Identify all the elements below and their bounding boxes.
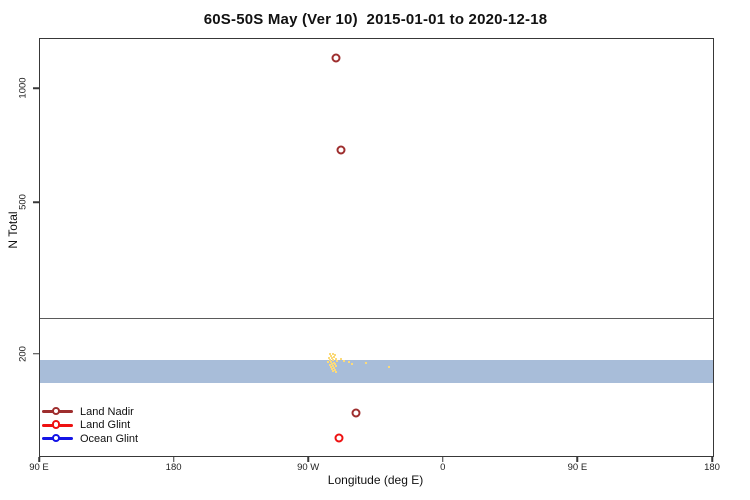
y-axis-title: N Total [6, 211, 20, 249]
land-nadir-point [336, 145, 346, 155]
ocean-glint-marker-icon [42, 433, 73, 444]
legend-item-ocean-glint: Ocean Glint [42, 432, 138, 446]
land-nadir-point [331, 53, 341, 63]
chart-title: 60S-50S May (Ver 10) 2015-01-01 to 2020-… [203, 11, 548, 28]
x-tick-label: 180 [704, 462, 720, 473]
scatter-speck [333, 362, 336, 365]
scatter-speck [340, 357, 343, 360]
scatter-speck [328, 358, 331, 361]
scatter-speck [327, 361, 330, 364]
scatter-speck [328, 363, 331, 366]
land-nadir-marker-icon [42, 406, 73, 417]
legend-item-land-nadir: Land Nadir [42, 405, 138, 419]
scatter-speck [330, 361, 333, 364]
x-tick-mark [711, 456, 713, 462]
plot-area: Land Nadir Land Glint Ocean Glint [39, 38, 714, 457]
x-tick-label: 90 W [297, 462, 320, 473]
legend-circle-icon [52, 406, 61, 416]
scatter-speck [327, 356, 330, 359]
legend-label-land-nadir: Land Nadir [80, 405, 134, 418]
x-tick-mark [172, 456, 175, 462]
scatter-speck [347, 361, 350, 364]
scatter-speck [330, 362, 333, 365]
legend-label-ocean-glint: Ocean Glint [80, 432, 139, 445]
legend-item-land-glint: Land Glint [42, 419, 138, 433]
scatter-speck [333, 356, 336, 359]
scatter-speck [331, 364, 334, 367]
land-glint-point [334, 433, 344, 443]
scatter-speck [334, 370, 337, 373]
scatter-speck [334, 357, 337, 360]
x-axis-title: Longitude (deg E) [327, 473, 424, 487]
scatter-speck [333, 353, 336, 356]
y-tick-mark [33, 201, 39, 204]
land-nadir-point [351, 408, 361, 418]
x-tick-label: 90 E [29, 462, 49, 473]
y-tick-label: 1000 [17, 77, 29, 99]
scatter-speck [365, 362, 368, 365]
y-tick-mark [33, 352, 39, 355]
scatter-speck [350, 362, 353, 365]
scatter-speck [330, 365, 333, 368]
x-tick-mark [442, 456, 444, 462]
scatter-speck [333, 367, 336, 370]
y-tick-label: 500 [17, 194, 29, 211]
x-tick-mark [576, 456, 579, 462]
scatter-speck [336, 360, 339, 363]
legend: Land Nadir Land Glint Ocean Glint [42, 405, 138, 446]
x-tick-mark [307, 456, 309, 462]
scatter-speck [330, 368, 333, 371]
x-tick-label: 90 E [567, 462, 588, 473]
land-glint-marker-icon [42, 420, 73, 431]
scatter-speck [330, 356, 333, 359]
scatter-speck [331, 358, 334, 361]
scatter-speck [334, 364, 337, 367]
x-tick-label: 0 [440, 462, 446, 473]
y-tick-label: 200 [17, 345, 29, 362]
scatter-speck [330, 355, 333, 358]
y-tick-mark [33, 87, 39, 89]
scatter-speck [331, 352, 334, 355]
scatter-speck [328, 352, 331, 355]
scatter-speck [333, 369, 336, 372]
reference-line [40, 317, 713, 320]
legend-circle-icon [52, 420, 61, 429]
scatter-speck [343, 360, 346, 363]
x-tick-mark [38, 456, 40, 462]
scatter-speck [331, 370, 334, 373]
legend-circle-icon [52, 433, 61, 443]
ocean-glint-band [40, 360, 713, 384]
scatter-speck [388, 365, 391, 368]
legend-label-land-glint: Land Glint [80, 419, 131, 432]
x-tick-label: 180 [165, 462, 182, 473]
